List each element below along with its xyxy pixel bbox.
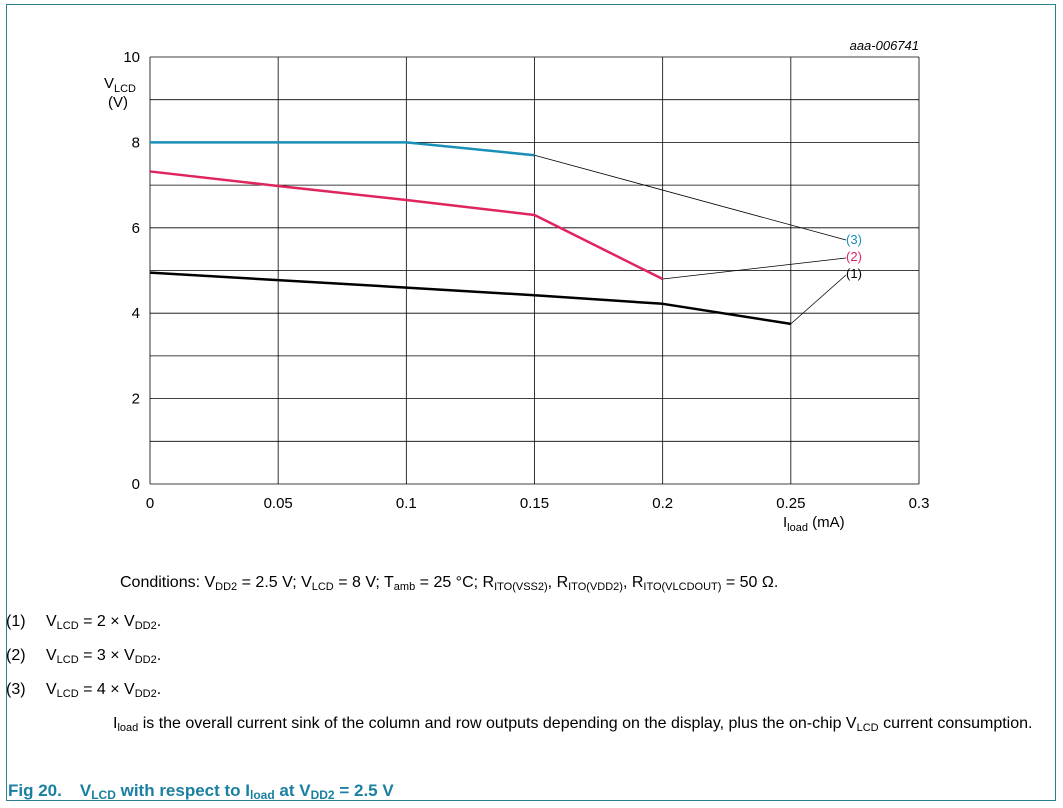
x-tick-label: 0.1: [396, 495, 417, 512]
x-tick-label: 0.3: [909, 495, 930, 512]
series-2-label: (2): [846, 249, 862, 264]
x-axis-label: Iload (mA): [783, 514, 845, 534]
series-1-label: (1): [846, 266, 862, 281]
series-1-line: [149, 271, 792, 326]
note-3-number: (3): [6, 681, 26, 698]
x-tick-label: 0: [146, 495, 154, 512]
y-tick-label: 0: [132, 476, 140, 493]
note-2-text: VLCD = 3 × VDD2.: [46, 647, 162, 666]
y-tick-label: 8: [132, 134, 140, 151]
series-2-line: [149, 170, 664, 281]
figure-number: Fig 20.: [8, 781, 62, 800]
series-3-leader-line: [534, 154, 847, 241]
figure-code: aaa-006741: [850, 38, 919, 53]
note-2-number: (2): [6, 647, 26, 664]
y-tick-label: 2: [132, 391, 140, 408]
series-3-label: (3): [846, 232, 862, 247]
iload-note: Iload is the overall current sink of the…: [113, 715, 1033, 734]
y-tick-label: 10: [123, 49, 140, 66]
figure-frame: [6, 4, 1056, 801]
series-3-line: [150, 141, 535, 157]
y-tick-label: 4: [132, 305, 140, 322]
series-2-leader-line: [662, 257, 847, 280]
series-1-leader-line: [790, 274, 847, 325]
note-1-number: (1): [6, 613, 26, 630]
x-tick-label: 0.25: [776, 495, 805, 512]
y-axis-unit: (V): [108, 94, 128, 111]
x-tick-label: 0.05: [264, 495, 293, 512]
note-1-text: VLCD = 2 × VDD2.: [46, 613, 162, 632]
x-tick-label: 0.15: [520, 495, 549, 512]
chart: 0 0.05 0.1 0.15 0.2 0.25 0.3 0 2 4 6 8 10 VLCD(V) Iloa…: [104, 38, 930, 534]
figure-caption: Fig 20. VLCD with respect to Iload at VDD…: [8, 781, 394, 802]
note-3-text: VLCD = 4 × VDD2.: [46, 681, 162, 700]
x-tick-label: 0.2: [652, 495, 673, 512]
conditions-text: Conditions: VDD2 = 2.5 V; VLCD = 8 V; Ta…: [120, 574, 779, 593]
y-axis-label: VLCD: [104, 75, 136, 95]
y-tick-label: 6: [132, 220, 140, 237]
